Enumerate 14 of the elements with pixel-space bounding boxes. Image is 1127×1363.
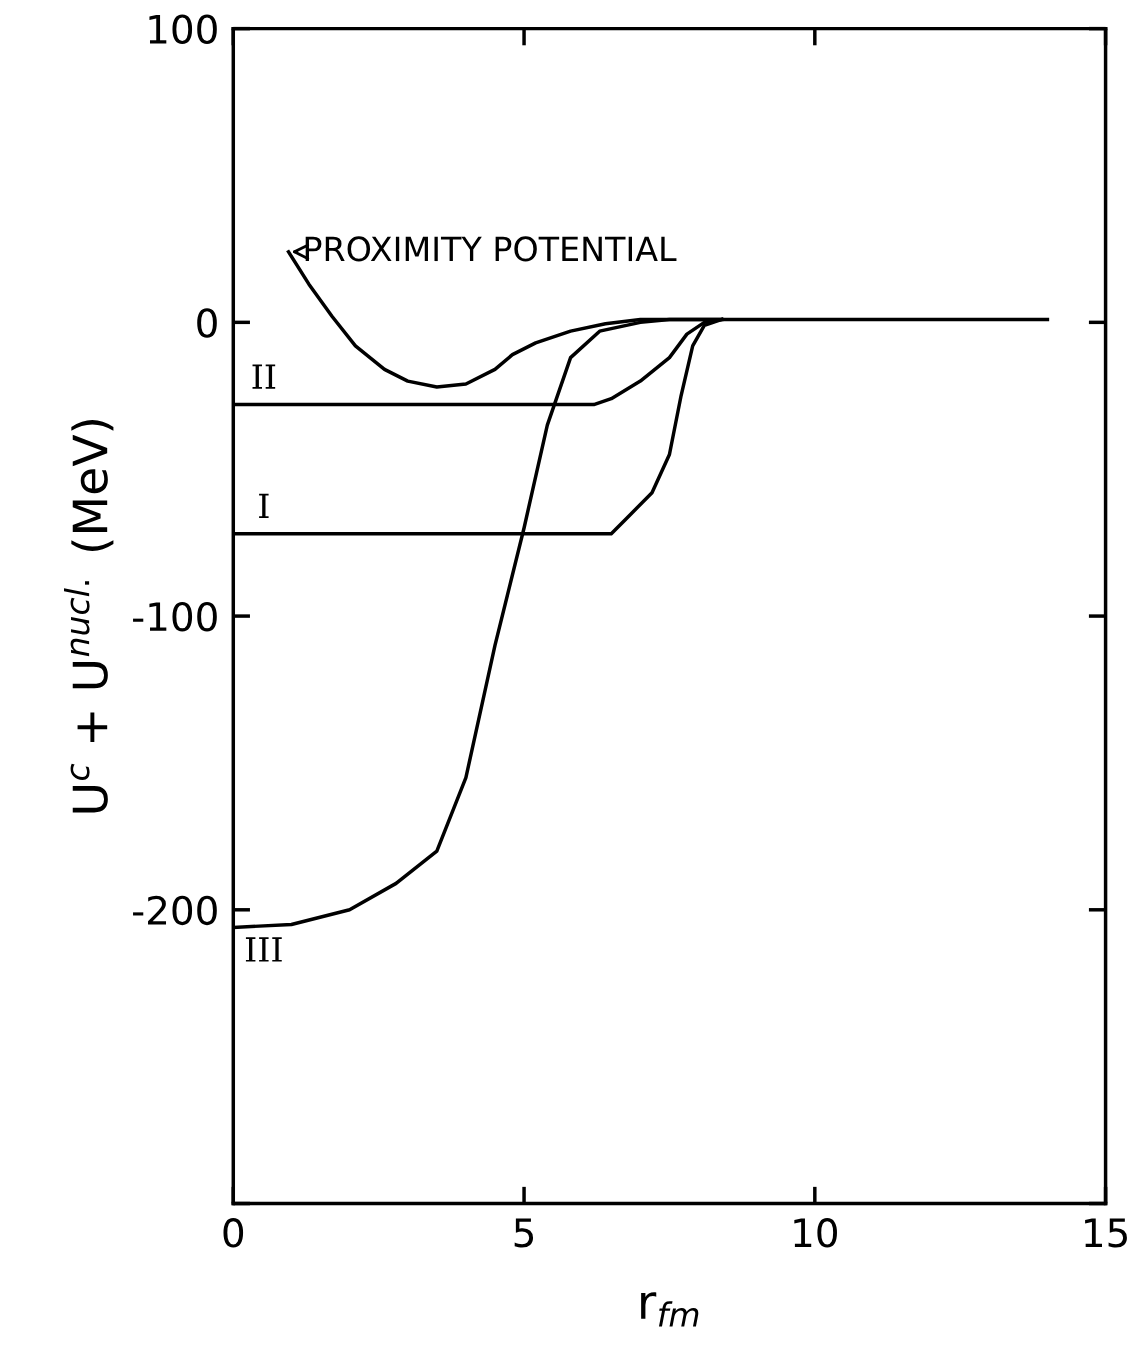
y-tick-label: -100 xyxy=(133,601,217,632)
y-tick-label: 0 xyxy=(197,308,217,338)
x-tick-label: 0 xyxy=(223,1218,244,1248)
annotation: I xyxy=(259,493,269,519)
x-axis-title: r$_{fm}$ xyxy=(641,1292,699,1327)
annotation: PROXIMITY POTENTIAL xyxy=(305,236,677,262)
y-tick-label: 100 xyxy=(149,14,217,44)
x-tick-label: 10 xyxy=(794,1218,837,1248)
x-tick-label: 5 xyxy=(514,1218,534,1248)
annotation: II xyxy=(252,364,276,389)
y-axis-title: U$^{c}$ + U$^{nucl.}$ (MeV) xyxy=(63,420,114,813)
x-tick-label: 15 xyxy=(1085,1218,1127,1248)
annotation: III xyxy=(245,937,282,962)
y-tick-label: -200 xyxy=(133,895,217,926)
